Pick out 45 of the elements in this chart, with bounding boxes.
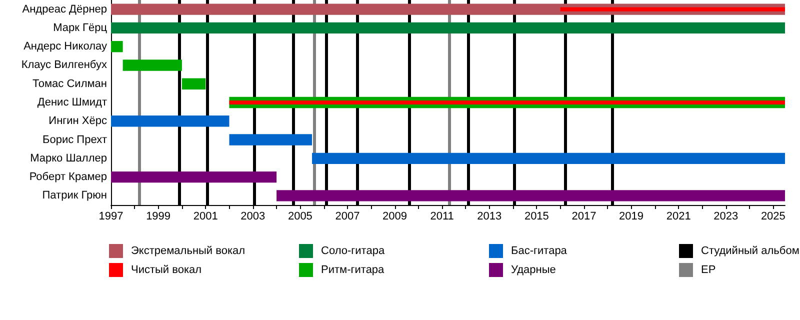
bar [111,22,785,34]
x-tick-label: 2015 [524,210,549,222]
x-tick-label: 2025 [760,210,786,222]
bar [229,100,785,105]
x-tick-label: 2011 [430,210,454,222]
bar [229,134,312,146]
x-tick-label: 1997 [98,210,124,222]
y-tick-label: Роберт Крамер [29,171,107,184]
bar [111,116,230,127]
bar [182,78,206,90]
legend-label: Бас-гитара [511,245,568,257]
y-tick-label: Клаус Вилгенбух [21,59,108,72]
x-tick-label: 2003 [240,210,266,222]
legend-label: Студийный альбом [701,245,800,257]
bar [111,41,123,52]
y-tick-label: Томас Силман [32,78,107,90]
bar [276,190,785,202]
x-tick-label: 2009 [382,210,408,222]
y-tick-label: Денис Шмидт [37,96,107,108]
bar [312,152,785,164]
y-tick-label: Андреас Дёрнер [22,3,107,16]
y-tick-label: Патрик Грюн [42,190,107,202]
y-tick-label: Андерс Николау [24,40,108,53]
bar [111,171,277,183]
legend-label: Экстремальный вокал [131,245,246,257]
y-tick-label: Ингин Хёрс [48,115,108,128]
x-tick-label: 1999 [146,210,171,222]
y-tick-label: Марко Шаллер [30,152,107,164]
x-tick-label: 2019 [619,210,644,222]
y-tick-label: Марк Гёрц [53,22,108,34]
x-tick-label: 2023 [714,210,738,222]
y-tick-label: Борис Прехт [42,134,107,146]
legend-label: Чистый вокал [131,264,202,276]
x-tick-label: 2007 [335,210,360,222]
legend-label: Ритм-гитара [321,264,386,276]
bar [122,60,182,71]
legend-label: EP [701,264,716,276]
x-tick-label: 2013 [477,210,502,222]
x-tick-label: 2005 [288,210,312,222]
legend-label: Ударные [511,264,556,276]
legend-label: Соло-гитара [321,245,386,257]
x-tick-label: 2001 [193,210,218,222]
x-tick-label: 2021 [666,210,691,222]
x-tick-label: 2017 [572,210,596,222]
bar [560,7,785,12]
